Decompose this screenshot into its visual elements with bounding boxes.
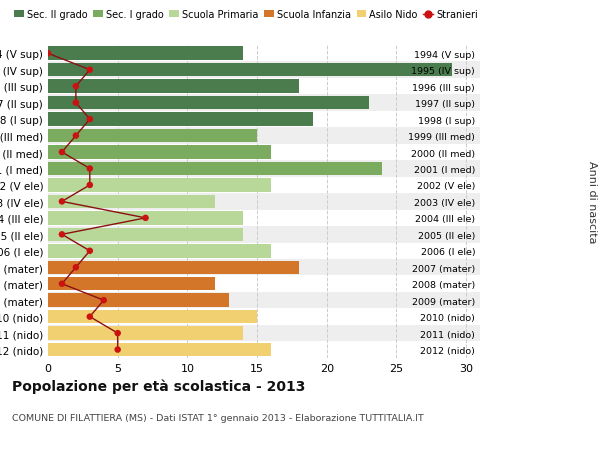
Bar: [48, 292, 480, 309]
Point: [57, 280, 67, 288]
Point: [85, 247, 95, 255]
Point: [71, 100, 80, 107]
Bar: [48, 146, 271, 159]
Text: COMUNE DI FILATTIERA (MS) - Dati ISTAT 1° gennaio 2013 - Elaborazione TUTTITALIA: COMUNE DI FILATTIERA (MS) - Dati ISTAT 1…: [12, 413, 424, 422]
Bar: [48, 46, 480, 62]
Point: [85, 313, 95, 321]
Bar: [48, 343, 271, 357]
Bar: [48, 327, 243, 340]
Point: [57, 198, 67, 206]
Bar: [48, 277, 215, 291]
Bar: [48, 95, 480, 112]
Bar: [48, 210, 480, 227]
Bar: [48, 162, 382, 176]
Point: [71, 83, 80, 90]
Point: [113, 330, 122, 337]
Point: [71, 133, 80, 140]
Bar: [48, 161, 480, 177]
Bar: [48, 245, 271, 258]
Bar: [48, 227, 480, 243]
Bar: [48, 129, 257, 143]
Bar: [48, 128, 480, 145]
Bar: [48, 341, 480, 358]
Bar: [48, 177, 480, 194]
Bar: [48, 194, 480, 210]
Bar: [48, 97, 368, 110]
Bar: [48, 212, 243, 225]
Bar: [48, 47, 243, 61]
Point: [141, 215, 151, 222]
Bar: [48, 325, 480, 341]
Point: [71, 264, 80, 271]
Bar: [48, 195, 215, 209]
Bar: [48, 64, 452, 77]
Point: [85, 165, 95, 173]
Legend: Sec. II grado, Sec. I grado, Scuola Primaria, Scuola Infanzia, Asilo Nido, Stran: Sec. II grado, Sec. I grado, Scuola Prim…: [14, 10, 478, 20]
Point: [85, 116, 95, 123]
Bar: [48, 145, 480, 161]
Point: [57, 149, 67, 157]
Bar: [48, 179, 271, 192]
Bar: [48, 79, 480, 95]
Bar: [48, 261, 299, 274]
Point: [99, 297, 109, 304]
Point: [43, 50, 53, 58]
Text: Anni di nascita: Anni di nascita: [587, 161, 597, 243]
Bar: [48, 243, 480, 259]
Bar: [48, 62, 480, 79]
Bar: [48, 309, 480, 325]
Text: Popolazione per età scolastica - 2013: Popolazione per età scolastica - 2013: [12, 379, 305, 393]
Point: [85, 67, 95, 74]
Bar: [48, 228, 243, 241]
Bar: [48, 112, 480, 128]
Bar: [48, 259, 480, 276]
Bar: [48, 294, 229, 307]
Bar: [48, 310, 257, 324]
Point: [113, 346, 122, 353]
Point: [85, 182, 95, 189]
Bar: [48, 276, 480, 292]
Point: [57, 231, 67, 239]
Bar: [48, 80, 299, 94]
Bar: [48, 113, 313, 127]
